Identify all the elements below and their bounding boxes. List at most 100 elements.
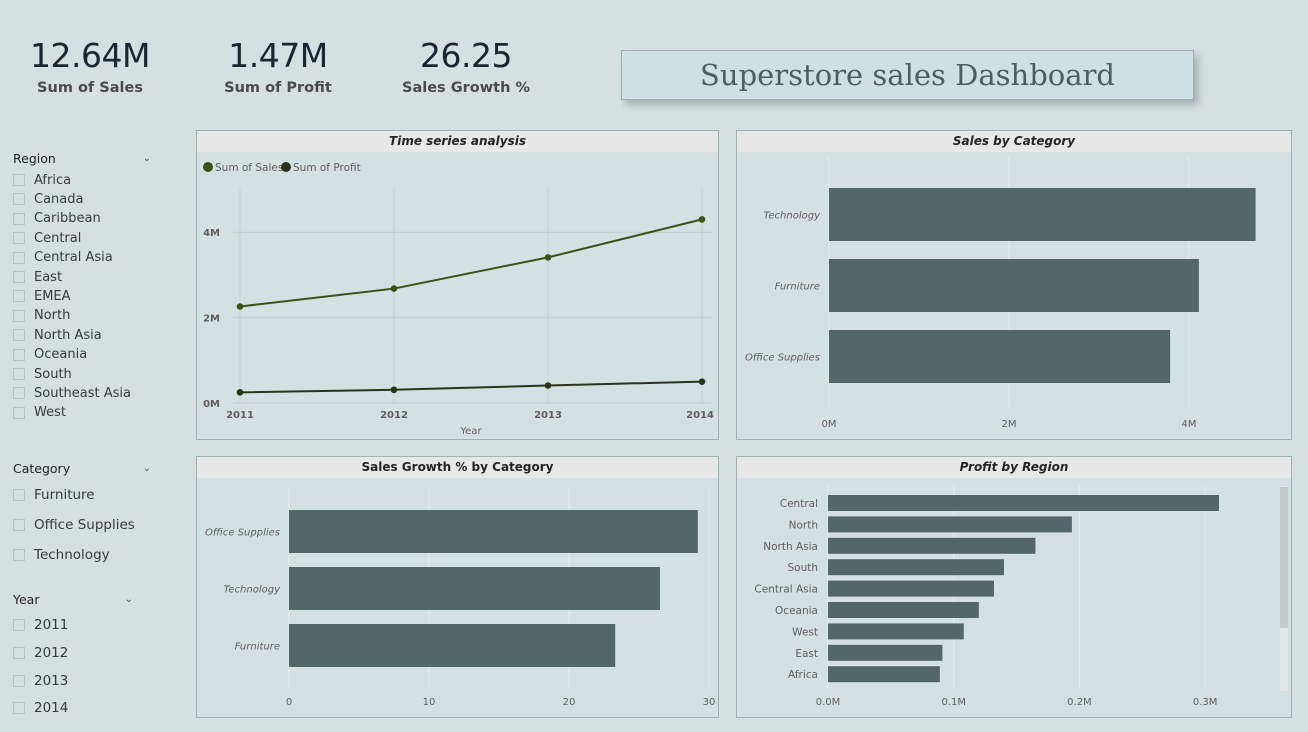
region-item-label: Canada [34, 191, 84, 207]
kpi-value: 26.25 [420, 36, 512, 75]
x-tick-label: 30 [703, 697, 716, 708]
sales-growth-chart[interactable]: 0 10 20 30 Office Supplies Technology Furnitur… [197, 478, 718, 717]
year-slicer-title: Year [13, 592, 40, 607]
year-slicer-item[interactable]: 2014 [13, 699, 68, 717]
region-item-label: West [34, 405, 66, 421]
checkbox[interactable] [13, 329, 25, 342]
bar [289, 624, 616, 667]
chevron-down-icon[interactable]: ⌄ [142, 153, 151, 164]
region-slicer-item[interactable]: North [13, 307, 70, 325]
data-point [236, 389, 244, 396]
category-label: Technology [224, 585, 282, 596]
checkbox[interactable] [13, 309, 25, 322]
bar [828, 644, 943, 661]
region-slicer-item[interactable]: West [13, 404, 66, 422]
checkbox[interactable] [13, 212, 25, 225]
checkbox[interactable] [13, 619, 25, 631]
checkbox[interactable] [13, 174, 25, 186]
checkbox[interactable] [13, 702, 25, 714]
category-label: North Asia [763, 541, 818, 553]
x-tick-label: 0.1M [941, 697, 966, 708]
category-label: Furniture [235, 642, 280, 653]
y-tick-label: 4M [203, 228, 220, 239]
category-slicer-item[interactable]: Technology [13, 546, 110, 564]
category-slicer-item[interactable]: Furniture [13, 486, 95, 504]
checkbox[interactable] [13, 193, 25, 206]
checkbox[interactable] [13, 232, 25, 245]
data-point [236, 303, 244, 310]
region-slicer-item[interactable]: Canada [13, 190, 83, 208]
profit-by-region-panel[interactable]: Profit by Region 0.0M 0.1M 0.2M 0.3M Central… [736, 456, 1292, 718]
region-slicer-item[interactable]: North Asia [13, 326, 102, 344]
region-item-label: North Asia [34, 327, 102, 343]
region-item-label: Oceania [34, 347, 88, 363]
year-slicer-item[interactable]: 2013 [13, 672, 68, 690]
chevron-down-icon[interactable]: ⌄ [142, 463, 151, 474]
region-slicer-item[interactable]: Southeast Asia [13, 384, 131, 402]
category-label: Technology [764, 211, 822, 222]
chart-title: Sales Growth % by Category [197, 457, 718, 478]
checkbox[interactable] [13, 387, 25, 400]
chart-title: Profit by Region [737, 457, 1291, 478]
data-point [390, 285, 398, 292]
x-tick-label: 4M [1182, 419, 1197, 430]
category-slicer-item[interactable]: Office Supplies [13, 516, 135, 534]
category-label: Furniture [775, 282, 820, 293]
region-slicer-header[interactable]: Region ⌄ [13, 151, 153, 166]
sales-growth-panel[interactable]: Sales Growth % by Category 0 10 20 30 Office… [196, 456, 719, 718]
checkbox[interactable] [13, 549, 25, 561]
bar [828, 580, 994, 597]
time-series-chart[interactable]: 0M 2M 4M 2011 2012 2013 2014 Year Sum of Sales Su… [197, 152, 718, 439]
x-tick-label: 2012 [380, 410, 408, 421]
checkbox[interactable] [13, 406, 25, 419]
region-slicer-item[interactable]: Caribbean [13, 210, 101, 228]
year-slicer-item[interactable]: 2012 [13, 644, 68, 662]
category-label: Central Asia [754, 584, 818, 596]
region-slicer-item[interactable]: Central [13, 229, 81, 247]
region-slicer-item[interactable]: South [13, 365, 72, 383]
year-slicer-item[interactable]: 2011 [13, 616, 68, 634]
category-item-label: Furniture [34, 487, 95, 503]
bar [828, 537, 1036, 554]
year-item-label: 2011 [34, 617, 69, 633]
region-slicer-item[interactable]: Oceania [13, 346, 87, 364]
region-item-label: North [34, 308, 71, 324]
checkbox[interactable] [13, 251, 25, 264]
sales-by-category-chart[interactable]: 0M 2M 4M Technology Furniture Office Supplies [737, 152, 1291, 439]
chart-title: Time series analysis [197, 131, 718, 152]
region-slicer-item[interactable]: East [13, 268, 62, 286]
region-slicer-item[interactable]: Africa [13, 171, 71, 189]
x-tick-label: 0.3M [1193, 697, 1218, 708]
x-tick-label: 2011 [226, 410, 254, 421]
time-series-panel[interactable]: Time series analysis 0M 2M 4M 2011 2012 2013 2… [196, 130, 719, 440]
checkbox[interactable] [13, 519, 25, 531]
bar [289, 510, 698, 553]
checkbox[interactable] [13, 271, 25, 283]
series-line [239, 218, 703, 308]
bar [828, 495, 1219, 511]
profit-by-region-chart[interactable]: 0.0M 0.1M 0.2M 0.3M Central North North Asia So… [737, 478, 1291, 717]
checkbox[interactable] [13, 647, 25, 659]
checkbox[interactable] [13, 290, 25, 303]
checkbox[interactable] [13, 368, 25, 380]
kpi-label: Sum of Sales [37, 80, 143, 96]
category-slicer-header[interactable]: Category ⌄ [13, 461, 153, 476]
scrollbar-thumb[interactable] [1280, 487, 1288, 628]
region-slicer-item[interactable]: EMEA [13, 287, 71, 305]
checkbox[interactable] [13, 489, 25, 501]
checkbox[interactable] [13, 348, 25, 361]
x-tick-label: 2014 [686, 410, 714, 421]
kpi-label: Sales Growth % [402, 80, 530, 96]
year-slicer-header[interactable]: Year ⌄ [13, 592, 135, 607]
sales-by-category-panel[interactable]: Sales by Category 0M 2M 4M Technology Furnit… [736, 130, 1292, 440]
kpi-sales-growth: 26.25 Sales Growth % [376, 34, 556, 96]
category-label: Office Supplies [745, 353, 820, 364]
checkbox[interactable] [13, 675, 25, 687]
region-slicer-item[interactable]: Central Asia [13, 249, 113, 267]
chevron-down-icon[interactable]: ⌄ [124, 594, 133, 605]
region-item-label: Central [34, 230, 82, 246]
legend-marker [281, 162, 291, 172]
bar [828, 559, 1004, 576]
category-label: West [792, 626, 818, 638]
category-label: Central [780, 498, 818, 510]
